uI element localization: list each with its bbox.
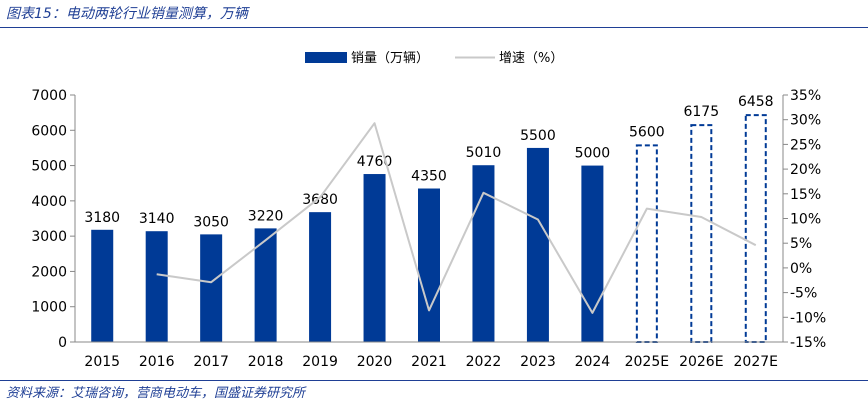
bar bbox=[91, 229, 114, 342]
bar-data-label: 3220 bbox=[248, 208, 284, 224]
bar-data-label: 3180 bbox=[84, 210, 120, 226]
bottom-rule bbox=[0, 380, 868, 381]
bar-data-label: 3680 bbox=[302, 192, 338, 208]
bar-data-label: 5600 bbox=[629, 124, 665, 140]
x-axis-tick-label: 2021 bbox=[411, 354, 447, 370]
bar-data-label: 6175 bbox=[683, 104, 719, 120]
bar bbox=[526, 147, 549, 342]
right-axis-tick-label: -15% bbox=[790, 335, 826, 351]
left-axis-tick-label: 6000 bbox=[31, 123, 67, 139]
bar-data-label: 4760 bbox=[357, 154, 393, 170]
legend-bar-label: 销量（万辆） bbox=[351, 51, 429, 66]
x-axis-tick-label: 2018 bbox=[248, 354, 284, 370]
x-axis-tick-label: 2025E bbox=[625, 354, 669, 370]
bar bbox=[309, 212, 332, 342]
forecast-bar bbox=[744, 114, 767, 343]
bar-data-label: 6458 bbox=[738, 94, 774, 110]
bar bbox=[254, 228, 277, 342]
right-axis: -15% -10% -5% 0% 5% 10% 15% 20% 25% 30% 35% bbox=[782, 88, 826, 351]
right-axis-tick-label: -5% bbox=[790, 286, 817, 302]
left-axis-tick-label: 5000 bbox=[31, 159, 67, 175]
left-axis-tick-label: 2000 bbox=[31, 264, 67, 280]
right-axis-tick-label: 15% bbox=[790, 187, 821, 203]
right-axis-tick-label: 0% bbox=[790, 261, 812, 277]
x-axis-tick-label: 2020 bbox=[357, 354, 393, 370]
x-axis-tick-label: 2026E bbox=[679, 354, 723, 370]
figure-title: 图表15：电动两轮行业销量测算，万辆 bbox=[6, 6, 248, 22]
forecast-bar bbox=[635, 144, 658, 343]
x-axis-tick-label: 2015 bbox=[84, 354, 120, 370]
x-axis: 2015 2016 2017 2018 2019 2020 2021 2022 2023 2024… bbox=[75, 341, 783, 370]
top-rule bbox=[0, 27, 868, 28]
bar bbox=[418, 188, 440, 342]
x-axis-tick-label: 2016 bbox=[139, 354, 175, 370]
growth-line bbox=[156, 122, 757, 314]
legend-bar-swatch bbox=[305, 52, 347, 63]
right-axis-tick-label: -10% bbox=[790, 310, 826, 326]
bar bbox=[363, 174, 386, 342]
bar-data-label: 3050 bbox=[193, 214, 229, 230]
bar-series: 3180 3140 3050 3220 3680 4760 4350 5010 5500 5000… bbox=[84, 94, 774, 343]
right-axis-tick-label: 25% bbox=[790, 137, 821, 153]
bar bbox=[472, 165, 495, 342]
bar-data-label: 3140 bbox=[139, 211, 175, 227]
forecast-bar bbox=[690, 124, 713, 343]
right-axis-tick-label: 30% bbox=[790, 113, 821, 129]
x-axis-tick-label: 2022 bbox=[466, 354, 502, 370]
legend: 销量（万辆） 增速（%） bbox=[305, 51, 563, 66]
bar-data-label: 5500 bbox=[520, 128, 556, 144]
right-axis-tick-label: 5% bbox=[790, 236, 812, 252]
bar bbox=[145, 231, 168, 342]
bar-data-label: 5010 bbox=[466, 145, 502, 161]
left-axis: 0 1000 2000 3000 4000 5000 6000 7000 bbox=[31, 88, 76, 351]
right-axis-tick-label: 20% bbox=[790, 162, 821, 178]
x-axis-tick-label: 2023 bbox=[520, 354, 556, 370]
left-axis-tick-label: 7000 bbox=[31, 88, 67, 104]
left-axis-tick-label: 4000 bbox=[31, 194, 67, 210]
left-axis-tick-label: 0 bbox=[58, 335, 67, 351]
figure-source: 资料来源：艾瑞咨询，营商电动车，国盛证券研究所 bbox=[6, 386, 306, 401]
bar bbox=[200, 234, 223, 342]
right-axis-tick-label: 35% bbox=[790, 88, 821, 104]
legend-line-label: 增速（%） bbox=[499, 51, 563, 66]
left-axis-tick-label: 1000 bbox=[31, 300, 67, 316]
x-axis-tick-label: 2024 bbox=[575, 354, 611, 370]
x-axis-tick-label: 2019 bbox=[302, 354, 338, 370]
bar-data-label: 5000 bbox=[575, 146, 611, 162]
x-axis-tick-label: 2017 bbox=[193, 354, 229, 370]
right-axis-tick-label: 10% bbox=[790, 212, 821, 228]
bar bbox=[581, 165, 604, 342]
x-axis-tick-label: 2027E bbox=[734, 354, 778, 370]
left-axis-tick-label: 3000 bbox=[31, 229, 67, 245]
bar-data-label: 4350 bbox=[411, 169, 447, 185]
